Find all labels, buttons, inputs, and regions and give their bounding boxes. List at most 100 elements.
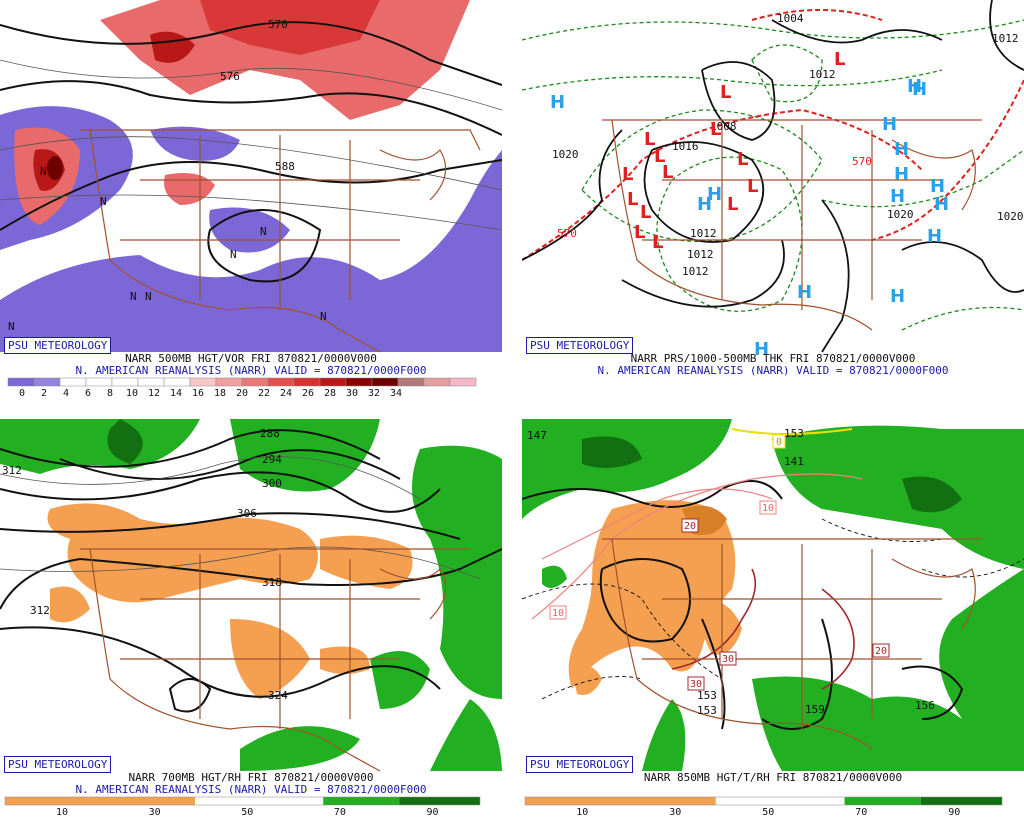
legend-swatch [397,377,425,387]
panel-700mb-rh: 288 294 300 306 312 318 312 324 PSU METE… [0,419,502,819]
legend-label: 2 [40,388,48,399]
legend-label: 32 [367,388,381,399]
isobar-label: 1020 [997,210,1024,223]
low-pressure-symbol: L [747,176,758,197]
isobar-label: 1016 [672,140,699,153]
isobar-label: 1012 [682,265,709,278]
legend-label: 12 [147,388,161,399]
legend-label: 30 [345,388,359,399]
legend-swatch [399,797,480,805]
legend-label: 50 [241,807,254,818]
high-pressure-symbol: H [912,79,927,100]
legend-label: 16 [191,388,205,399]
rh-legend-bar [524,796,1003,806]
contour-label: 318 [262,576,282,589]
legend-label: 34 [389,388,403,399]
contour-label: 156 [915,699,935,712]
contour-label: N [130,290,137,303]
legend-label: 20 [235,388,249,399]
map-valid-time: N. AMERICAN REANALYSIS (NARR) VALID = 87… [75,783,427,796]
legend-swatch [371,377,399,387]
contour-label: 153 [697,704,717,717]
map-valid-time: N. AMERICAN REANALYSIS (NARR) VALID = 87… [597,364,949,377]
high-pressure-symbol: H [890,186,905,207]
legend-swatch [195,797,324,805]
low-pressure-symbol: L [640,202,651,223]
contour-label: N [40,165,47,178]
legend-label: 18 [213,388,227,399]
thickness-label: 570 [557,227,577,240]
contour-label: N [100,195,107,208]
contour-label: N [320,310,327,323]
legend-frame [4,796,481,806]
psu-meteorology-badge: PSU METEOROLOGY [4,337,112,354]
legend-swatch [449,377,477,387]
temperature-label: 20 [684,521,696,532]
legend-swatch [345,377,373,387]
low-pressure-symbol: L [727,194,738,215]
isobar-label: 1012 [992,32,1019,45]
legend-swatch [319,377,347,387]
legend-swatch [293,377,321,387]
panel-pressure-thickness: 1004 1012 1020 1008 1016 1012 1012 1020 … [522,0,1024,400]
low-pressure-symbol: L [654,146,665,167]
legend-swatch [85,377,113,387]
contour-label: 153 [697,689,717,702]
legend-swatch [715,797,845,805]
legend-swatch [323,797,400,805]
panel-500mb-vorticity: 570 588 576 N N N N N N N N PSU METEOROL… [0,0,502,400]
legend-label: 50 [762,807,775,818]
legend-swatch [59,377,87,387]
psu-meteorology-badge: PSU METEOROLOGY [526,756,634,773]
contour-label: 324 [268,689,288,702]
isobar-label: 1012 [690,227,717,240]
contour-label: 312 [30,604,50,617]
legend-label: 90 [426,807,439,818]
legend-label: 14 [169,388,183,399]
thickness-label: 570 [852,155,872,168]
low-pressure-symbol: L [710,119,721,140]
legend-labels: 10 30 50 70 90 [522,807,1024,819]
isobar-label: 1020 [552,148,579,161]
high-pressure-symbol: H [797,282,812,303]
panel-850mb-temp-rh: 147 141 153 153 159 156 153 0 20 10 10 3… [522,419,1024,819]
legend-swatch [137,377,165,387]
temperature-label: 20 [875,646,887,657]
legend-labels: 0 2 4 6 8 10 12 14 16 18 20 22 24 26 28 30 32 34 [0,388,502,400]
high-pressure-symbol: H [890,286,905,307]
contour-label: 147 [527,429,547,442]
legend-labels: 10 30 50 70 90 [0,807,502,819]
legend-label: 28 [323,388,337,399]
legend-label: 70 [855,807,868,818]
map-valid-time: N. AMERICAN REANALYSIS (NARR) VALID = 87… [75,364,427,377]
legend-label: 8 [106,388,114,399]
temperature-label: 30 [722,654,734,665]
legend-swatch [5,797,195,805]
high-pressure-symbol: H [882,114,897,135]
high-pressure-symbol: H [550,92,565,113]
low-pressure-symbol: L [652,232,663,253]
psu-meteorology-badge: PSU METEOROLOGY [4,756,112,773]
contour-label: 153 [784,427,804,440]
contour-label: N [260,225,267,238]
high-pressure-symbol: H [754,339,769,360]
legend-label: 10 [125,388,139,399]
legend-swatch [525,797,716,805]
legend-label: 70 [333,807,346,818]
legend-swatch [215,377,243,387]
temperature-label: 0 [776,437,782,448]
contour-label: 576 [220,70,240,83]
contour-label: 294 [262,453,282,466]
contour-label: N [8,320,15,333]
contour-label: 159 [805,703,825,716]
contour-label: 588 [275,160,295,173]
legend-label: 10 [576,807,589,818]
map-title: NARR 700MB HGT/RH FRI 870821/0000V000 [128,771,374,784]
map-700mb-rh: 288 294 300 306 312 318 312 324 [0,419,502,806]
contour-label: N [145,290,152,303]
contour-label: N [230,248,237,261]
map-title: NARR 500MB HGT/VOR FRI 870821/0000V000 [125,352,377,365]
contour-label: 306 [237,507,257,520]
isobar-label: 1004 [777,12,804,25]
low-pressure-symbol: L [627,189,638,210]
